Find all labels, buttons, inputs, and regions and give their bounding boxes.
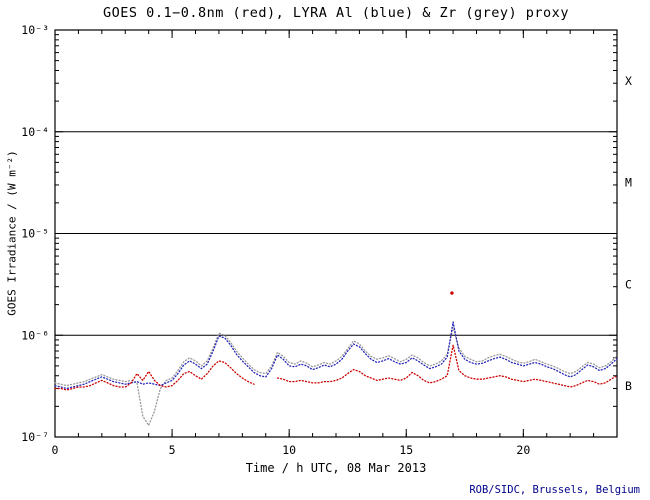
y-tick-label: 10⁻⁷: [21, 430, 49, 444]
chart-title: GOES 0.1−0.8nm (red), LYRA Al (blue) & Z…: [103, 5, 569, 21]
x-tick-label: 0: [52, 443, 59, 457]
series-lyra-zr: [54, 327, 618, 427]
series-lyra-al: [54, 321, 618, 390]
x-tick-label: 5: [169, 443, 176, 457]
outlier-point-goes: [450, 291, 454, 295]
y-tick-label: 10⁻⁶: [21, 328, 49, 342]
flare-class-label: X: [625, 74, 632, 88]
flare-class-label: B: [625, 379, 632, 393]
y-tick-label: 10⁻⁵: [21, 227, 49, 241]
flare-class-label: C: [625, 277, 632, 291]
plot-frame: [54, 29, 618, 438]
x-tick-label: 15: [399, 443, 413, 457]
x-axis-label: Time / h UTC, 08 Mar 2013: [245, 461, 427, 475]
flare-class-label: M: [625, 176, 632, 190]
y-tick-label: 10⁻³: [21, 23, 49, 37]
y-tick-label: 10⁻⁴: [21, 125, 49, 139]
x-tick-label: 10: [282, 443, 296, 457]
y-axis-label: GOES Irradiance / (W m⁻²): [5, 150, 19, 316]
credit-text: ROB/SIDC, Brussels, Belgium: [469, 484, 640, 496]
series-goes: [54, 344, 618, 391]
x-tick-label: 20: [516, 443, 530, 457]
